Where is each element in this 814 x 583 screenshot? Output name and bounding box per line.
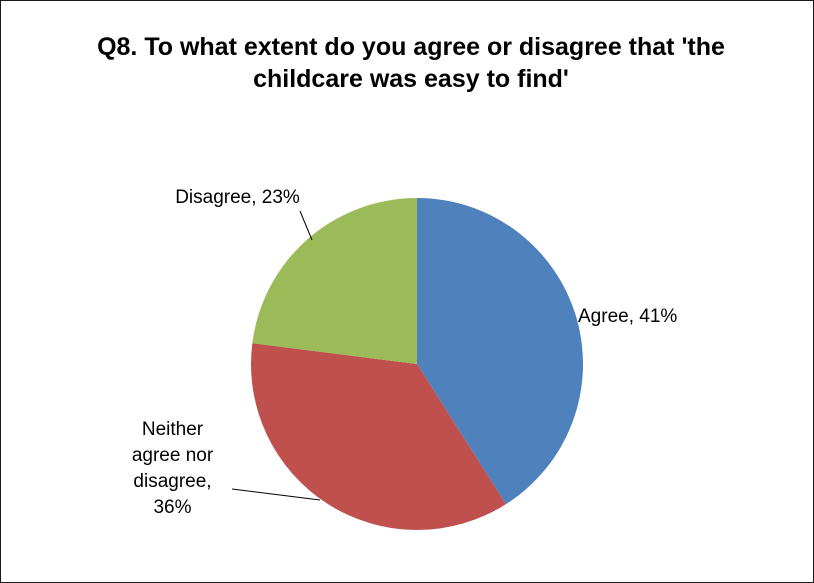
data-label-agree: Agree, 41%: [578, 306, 678, 327]
leader-line-disagree: [299, 210, 313, 241]
data-label-disagree: Disagree, 23%: [175, 187, 300, 208]
pie-slice-disagree: [252, 198, 417, 364]
leader-line-neither: [231, 488, 321, 501]
chart-title: Q8. To what extent do you agree or disag…: [97, 33, 725, 93]
pie-slice-neither: [251, 343, 506, 531]
data-label-neither: Neither agree nor disagree, 36%: [131, 419, 214, 518]
pie-slice-agree: [417, 198, 584, 505]
